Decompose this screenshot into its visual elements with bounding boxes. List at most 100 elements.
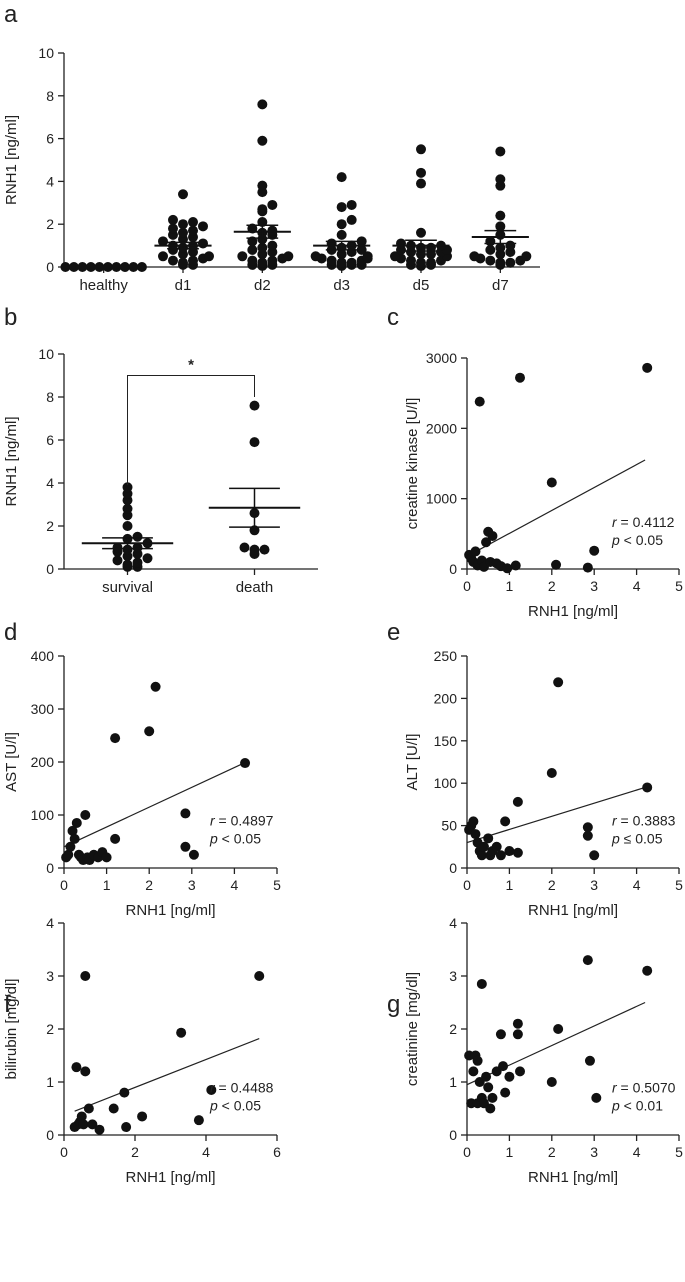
data-point — [521, 251, 532, 262]
data-point — [426, 257, 436, 268]
data-point — [362, 251, 373, 262]
y-tick-label: 4 — [46, 173, 54, 189]
x-tick-label: 3 — [188, 877, 196, 893]
data-point — [356, 244, 367, 255]
panel-label: d — [4, 619, 17, 646]
data-point — [396, 238, 406, 249]
y-tick-label: 8 — [46, 88, 54, 104]
data-point — [505, 257, 516, 268]
data-point — [136, 262, 147, 272]
p-symbol: p — [611, 1098, 620, 1114]
data-point — [110, 733, 121, 744]
data-point — [259, 544, 270, 555]
y-tick-label: 400 — [31, 648, 55, 664]
data-point — [491, 841, 502, 852]
panel-d: d 0 100 200 300 400 AST [U/l] 0 1 2 3 4 5 RNH1 [ng/ml… — [3, 619, 281, 919]
data-point — [257, 180, 268, 191]
x-tick-label: 0 — [463, 578, 471, 594]
data-point — [416, 257, 426, 268]
data-point — [257, 204, 268, 215]
data-point — [326, 238, 337, 249]
x-tick-label: 5 — [675, 578, 683, 594]
data-point — [495, 174, 506, 185]
r-symbol: r — [612, 813, 618, 829]
x-axis-title: RNH1 [ng/ml] — [528, 902, 618, 919]
data-point — [470, 546, 481, 557]
data-point — [310, 251, 321, 262]
data-point — [582, 955, 593, 966]
data-point — [247, 255, 258, 266]
data-point — [101, 852, 112, 863]
data-point — [69, 833, 80, 844]
data-point — [336, 257, 347, 268]
data-point — [71, 1062, 82, 1073]
data-point — [553, 1024, 564, 1034]
p-value: < 0.05 — [218, 831, 261, 847]
data-point — [60, 262, 71, 272]
panel-b: b 0 2 4 6 8 10 RNH1 [ng/ml] survival death * — [3, 304, 318, 596]
p-symbol: p — [611, 532, 620, 548]
panel-label: a — [4, 1, 18, 28]
x-tick-label: 0 — [463, 877, 471, 893]
data-point — [500, 816, 511, 827]
data-point — [112, 542, 123, 553]
data-point — [546, 477, 557, 488]
data-point — [65, 841, 76, 852]
p-statistic: p < 0.05 — [209, 831, 261, 847]
y-tick-label: 2 — [449, 1021, 457, 1037]
data-point — [188, 217, 198, 228]
x-tick-label: 5 — [273, 877, 281, 893]
y-tick-label: 0 — [46, 259, 54, 275]
data-point — [485, 244, 496, 255]
data-point — [193, 1115, 204, 1126]
data-point — [510, 560, 521, 571]
x-tick-label: 0 — [463, 1144, 471, 1160]
data-point — [495, 1029, 506, 1040]
panel-label: f — [4, 991, 11, 1018]
data-point — [283, 251, 294, 262]
data-point — [158, 236, 168, 247]
data-point — [137, 1111, 148, 1122]
data-point — [481, 1071, 492, 1082]
panel-label: c — [387, 304, 399, 331]
data-point — [206, 1084, 217, 1095]
data-point — [80, 1066, 91, 1077]
y-tick-label: 1 — [46, 1074, 54, 1090]
y-tick-label: 150 — [434, 733, 458, 749]
data-point — [642, 362, 653, 373]
x-tick-label: death — [236, 579, 274, 596]
r-value: = 0.4488 — [215, 1080, 274, 1096]
y-tick-label: 0 — [46, 561, 54, 577]
y-tick-label: 3 — [449, 968, 457, 984]
y-tick-label: 0 — [449, 860, 457, 876]
panel-f: f 0 1 2 3 4 bilirubin [mg/dl] 0 2 4 6 RNH1 [ng/ml] r… — [3, 915, 281, 1186]
p-statistic: p < 0.05 — [209, 1098, 261, 1114]
r-value: = 0.4112 — [617, 514, 675, 530]
data-point — [546, 1077, 557, 1087]
significance-marker: * — [188, 357, 194, 374]
x-tick-label: 1 — [103, 877, 111, 893]
data-point — [472, 1055, 483, 1066]
x-tick-label: survival — [102, 579, 153, 596]
data-point — [142, 553, 153, 564]
data-point — [591, 1092, 602, 1103]
data-point — [178, 189, 188, 200]
data-point — [204, 251, 214, 262]
x-tick-label: 3 — [590, 1144, 598, 1160]
data-point — [483, 1082, 494, 1093]
data-point — [122, 521, 133, 531]
data-point — [495, 242, 506, 253]
r-value: = 0.4897 — [215, 813, 274, 829]
r-value: = 0.3883 — [617, 813, 676, 829]
x-tick-label: 1 — [506, 1144, 514, 1160]
y-tick-label: 8 — [46, 389, 54, 405]
data-point — [470, 829, 481, 840]
x-tick-label: 4 — [202, 1144, 210, 1160]
panel-label: g — [387, 991, 400, 1018]
data-point — [198, 221, 208, 232]
x-tick-label: 0 — [60, 877, 68, 893]
y-axis-title: ALT [U/l] — [404, 734, 421, 791]
r-symbol: r — [210, 813, 216, 829]
data-point — [188, 849, 199, 860]
x-tick-label: d2 — [254, 277, 271, 294]
